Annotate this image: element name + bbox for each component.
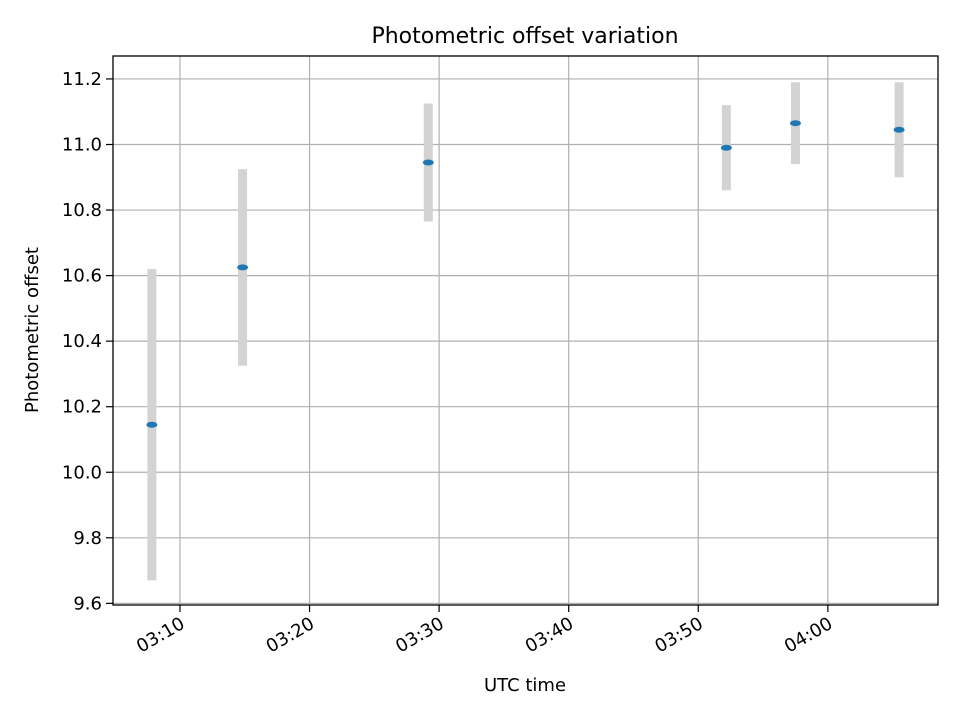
x-axis-ticks: 03:10 03:20 03:30 03:40 03:50 04:00 (133, 605, 836, 657)
x-tick-label: 04:00 (781, 613, 836, 657)
data-point (893, 126, 905, 133)
y-axis-label: Photometric offset (22, 247, 43, 413)
data-point (146, 421, 158, 428)
x-tick-label: 03:20 (263, 613, 318, 657)
plot-frame (112, 55, 939, 606)
data-points (146, 120, 905, 428)
chart-title: Photometric offset variation (371, 24, 678, 49)
y-tick-label: 10.4 (62, 331, 102, 352)
y-tick-label: 10.8 (62, 200, 102, 221)
y-tick-label: 10.2 (62, 397, 102, 418)
x-tick-label: 03:30 (392, 613, 447, 657)
x-tick-label: 03:10 (133, 613, 188, 657)
y-tick-label: 10.6 (62, 266, 102, 287)
error-bars (147, 82, 904, 581)
y-tick-label: 9.8 (73, 528, 102, 549)
data-point (422, 159, 434, 166)
data-point (720, 144, 732, 151)
x-axis-label: UTC time (484, 675, 566, 696)
x-tick-label: 03:40 (522, 613, 577, 657)
y-axis-ticks: 9.6 9.8 10.0 10.2 10.4 10.6 10.8 11.0 11.2 (62, 69, 113, 614)
y-tick-label: 11.2 (62, 69, 102, 90)
y-tick-label: 10.0 (62, 462, 102, 483)
data-point (789, 120, 801, 127)
y-tick-label: 9.6 (73, 593, 102, 614)
y-tick-label: 11.0 (62, 134, 102, 155)
data-point (237, 264, 249, 271)
grid (113, 56, 938, 605)
x-tick-label: 03:50 (651, 613, 706, 657)
